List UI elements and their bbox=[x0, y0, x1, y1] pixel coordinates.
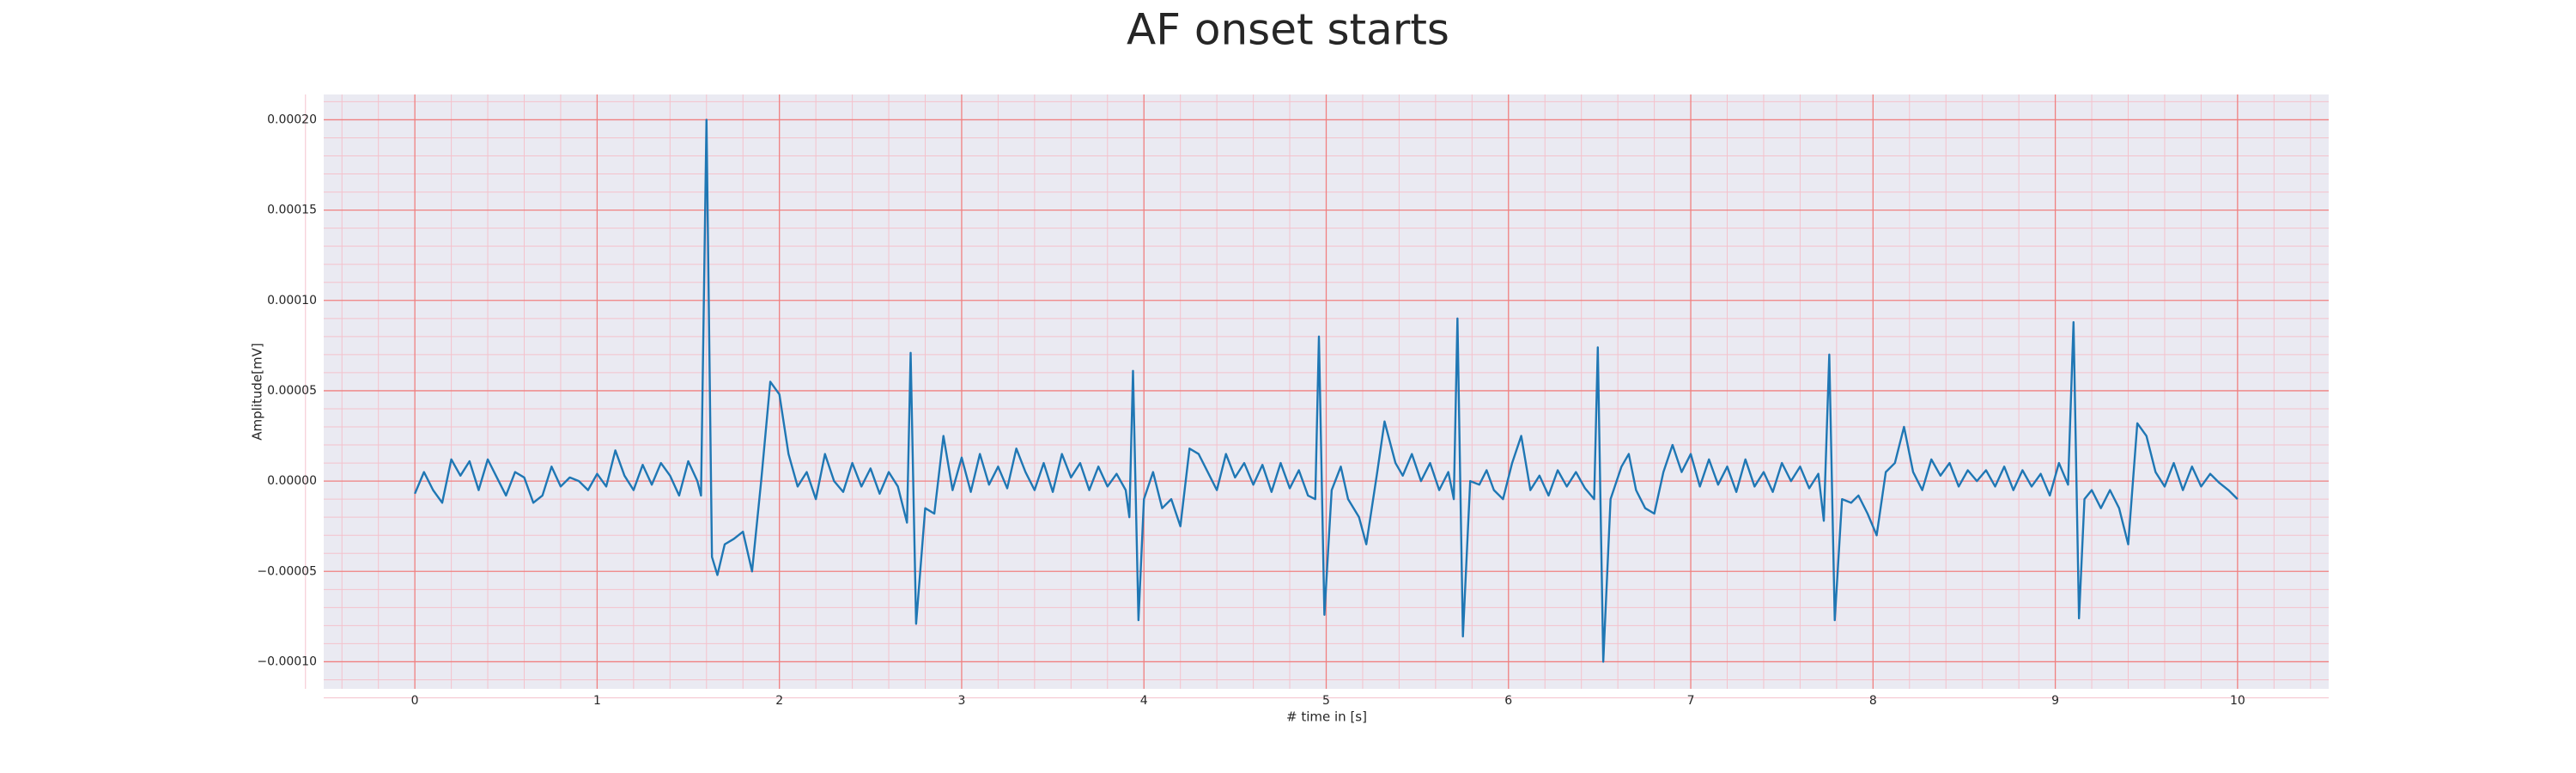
y-tick-label: 0.00015 bbox=[267, 204, 317, 217]
x-tick-label: 6 bbox=[1504, 694, 1512, 708]
y-tick-label: 0.00020 bbox=[267, 113, 317, 126]
y-tick-label: −0.00005 bbox=[257, 564, 317, 578]
x-tick-label: 2 bbox=[775, 694, 783, 708]
x-tick-label: 5 bbox=[1322, 694, 1330, 708]
x-axis-label: # time in [s] bbox=[1286, 709, 1367, 725]
x-tick-label: 0 bbox=[411, 694, 419, 708]
x-tick-label: 10 bbox=[2230, 694, 2245, 708]
chart-title: AF onset starts bbox=[1127, 5, 1449, 55]
y-tick-label: 0.00010 bbox=[267, 294, 317, 307]
x-tick-label: 9 bbox=[2051, 694, 2059, 708]
y-tick-label: −0.00010 bbox=[257, 654, 317, 668]
x-tick-label: 3 bbox=[957, 694, 965, 708]
y-tick-label: 0.00000 bbox=[267, 474, 317, 488]
x-tick-label: 1 bbox=[593, 694, 601, 708]
signal-line bbox=[414, 119, 2239, 663]
y-axis-label: Amplitude[mV] bbox=[250, 343, 265, 440]
y-tick-label: 0.00005 bbox=[267, 384, 317, 398]
x-tick-label: 7 bbox=[1687, 694, 1695, 708]
x-tick-label: 4 bbox=[1140, 694, 1148, 708]
x-tick-label: 8 bbox=[1869, 694, 1877, 708]
